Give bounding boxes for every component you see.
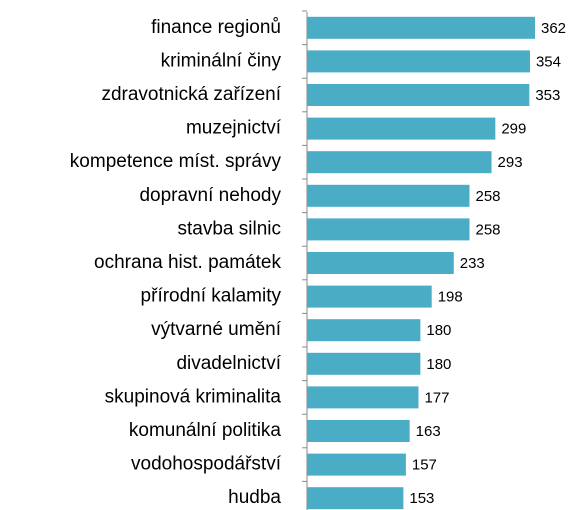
bar — [307, 285, 432, 308]
value-label: 153 — [409, 490, 434, 507]
category-label: muzejnictví — [186, 118, 282, 139]
value-label: 198 — [438, 289, 463, 306]
bar — [307, 420, 410, 442]
bar — [307, 117, 496, 140]
category-label: dopravní nehody — [139, 185, 281, 206]
bar — [307, 218, 470, 241]
value-label: 180 — [426, 322, 451, 339]
category-label: hudba — [228, 487, 281, 508]
category-label: skupinová kriminalita — [105, 386, 282, 407]
value-label: 177 — [424, 389, 449, 406]
category-label: výtvarné umění — [151, 319, 282, 340]
category-label: zdravotnická zařízení — [101, 84, 281, 105]
value-label: 233 — [460, 255, 485, 272]
value-label: 293 — [498, 154, 523, 171]
value-label: 258 — [475, 221, 500, 238]
category-label: komunální politika — [129, 420, 282, 441]
category-label: stavba silnic — [178, 218, 282, 239]
category-label: divadelnictví — [176, 353, 281, 374]
value-label: 258 — [475, 188, 500, 205]
category-label: ochrana hist. památek — [94, 252, 281, 273]
bar — [307, 50, 530, 73]
bar — [307, 16, 535, 39]
category-label: kompetence míst. správy — [70, 151, 282, 172]
bar — [307, 352, 421, 375]
bar — [307, 184, 470, 207]
value-label: 299 — [501, 121, 526, 138]
category-label: přírodní kalamity — [141, 286, 282, 307]
category-label: finance regionů — [151, 17, 281, 38]
bar — [307, 453, 406, 476]
category-label: vodohospodářství — [131, 454, 282, 475]
value-label: 362 — [541, 20, 566, 37]
value-label: 163 — [416, 423, 441, 440]
bar — [307, 386, 419, 409]
bar — [307, 252, 454, 274]
bar — [307, 319, 421, 342]
value-label: 157 — [412, 457, 437, 474]
bar — [307, 487, 404, 510]
bar — [307, 151, 492, 174]
value-label: 354 — [536, 53, 561, 70]
value-label: 353 — [535, 87, 560, 104]
category-label: kriminální činy — [161, 50, 282, 71]
value-label: 180 — [426, 356, 451, 373]
bar — [307, 84, 530, 106]
